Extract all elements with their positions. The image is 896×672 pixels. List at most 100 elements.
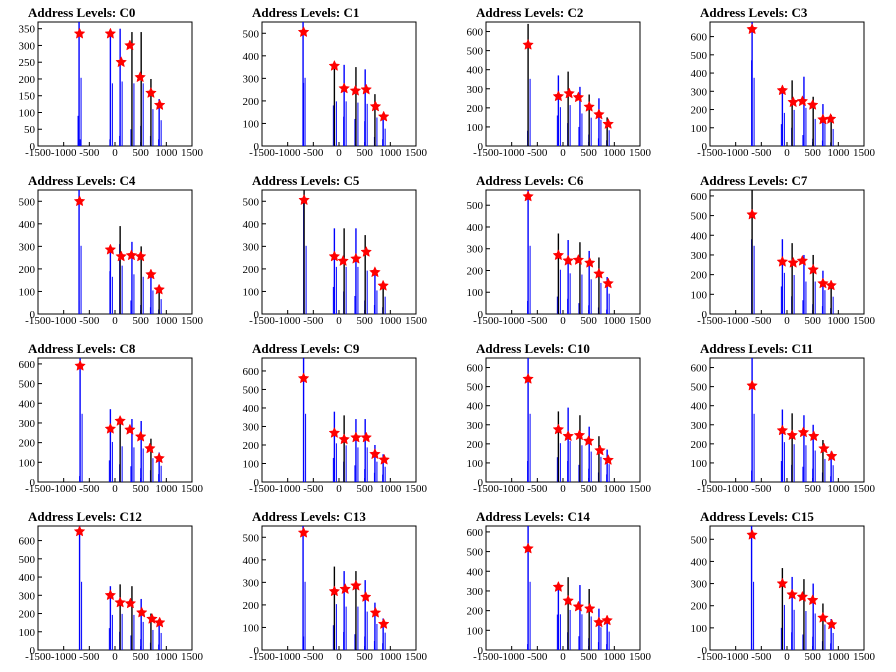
y-tick-label: 300 [467, 420, 484, 432]
y-tick-label: 100 [243, 622, 260, 634]
x-tick-label: 1500 [629, 651, 652, 663]
plot-frame [37, 189, 193, 315]
peak-marker [787, 256, 799, 268]
y-tick-label: 100 [691, 623, 708, 635]
x-tick-label: 500 [580, 147, 597, 159]
x-tick-label: 1000 [603, 147, 626, 159]
x-tick-label: -1000 [275, 315, 301, 327]
y-tick-label: 400 [243, 51, 260, 63]
x-tick-label: -1500 [473, 147, 499, 159]
x-tick-label: 1000 [603, 651, 626, 663]
peak-marker [583, 256, 596, 268]
peak-marker [377, 279, 389, 291]
peak-marker [552, 423, 565, 435]
x-tick-label: 0 [784, 315, 790, 327]
peak-marker [796, 590, 809, 602]
x-tick-label: 0 [560, 315, 566, 327]
x-tick-label: -1000 [723, 147, 749, 159]
peak-marker [522, 542, 534, 554]
y-tick-label: 500 [19, 379, 36, 391]
x-tick-label: 500 [132, 315, 149, 327]
peak-marker [153, 283, 165, 295]
peak-marker [593, 108, 605, 120]
peak-marker [563, 87, 575, 99]
y-tick-label: 300 [243, 577, 260, 589]
y-tick-label: 350 [19, 24, 36, 36]
y-tick-label: 600 [467, 527, 484, 539]
y-tick-label: 400 [243, 555, 260, 567]
x-tick-label: 500 [356, 651, 373, 663]
peak-marker [124, 423, 136, 435]
y-tick-label: 300 [243, 73, 260, 85]
y-tick-label: 200 [691, 439, 708, 451]
peak-marker [746, 23, 758, 35]
x-tick-label: 500 [580, 483, 597, 495]
histogram-panel: Address Levels: C14 0 100 200 300 400 500 600 -1… [448, 504, 672, 672]
x-tick-label: -1500 [473, 315, 499, 327]
x-tick-label: 500 [132, 147, 149, 159]
x-tick-label: 0 [336, 651, 342, 663]
y-tick-label: 0 [478, 477, 484, 489]
plot-frame [261, 525, 417, 651]
y-tick-label: 100 [467, 625, 484, 637]
x-tick-label: -1500 [25, 651, 51, 663]
y-tick-label: 150 [19, 91, 36, 103]
peak-marker [73, 27, 86, 39]
x-tick-label: -500 [303, 147, 324, 159]
y-tick-label: 500 [467, 46, 484, 58]
y-tick-label: 600 [243, 366, 260, 378]
peak-marker [134, 430, 147, 442]
peak-marker [746, 379, 758, 391]
peak-marker [807, 430, 820, 442]
histogram-plot: 0 100 200 300 400 500 -1500 -1000 -500 0 500 1000 15… [467, 189, 652, 327]
histogram-panel: Address Levels: C4 0 100 200 300 400 500 -1500-… [0, 168, 224, 336]
plot-frame [485, 525, 641, 651]
y-tick-label: 0 [702, 645, 708, 657]
y-tick-label: 500 [243, 196, 260, 208]
peak-marker [104, 27, 117, 39]
x-tick-label: -1500 [697, 147, 723, 159]
x-tick-label: 1000 [827, 147, 850, 159]
x-tick-label: -1500 [25, 483, 51, 495]
peak-marker [104, 243, 117, 255]
x-tick-label: 1000 [379, 315, 402, 327]
plot-frame [485, 189, 641, 315]
x-tick-label: 0 [336, 483, 342, 495]
y-tick-label: 200 [691, 105, 708, 117]
y-tick-label: 200 [19, 609, 36, 621]
y-tick-label: 400 [243, 403, 260, 415]
peak-marker [124, 597, 137, 609]
x-tick-label: 1500 [181, 483, 204, 495]
peak-marker [377, 110, 390, 122]
peak-marker [359, 590, 372, 602]
x-tick-label: -1500 [697, 651, 723, 663]
x-tick-label: 0 [112, 147, 118, 159]
peak-marker [104, 422, 117, 434]
histogram-plot: 0 100 200 300 400 500 600 -1500 -1000 -500 0 500 100… [467, 357, 652, 495]
histogram-plot: 0 100 200 300 400 500 -1500 -1000 -500 0 500 1000 15… [691, 525, 876, 663]
x-tick-label: 500 [356, 483, 373, 495]
x-tick-label: -1000 [499, 483, 525, 495]
y-tick-label: 200 [243, 600, 260, 612]
plot-frame [261, 357, 417, 483]
peak-marker [104, 589, 117, 601]
x-tick-label: -1000 [499, 651, 525, 663]
peak-marker [796, 95, 809, 107]
peak-marker [786, 588, 798, 600]
panel-title: Address Levels: C0 [28, 5, 136, 20]
y-tick-label: 200 [19, 438, 36, 450]
y-tick-label: 300 [467, 244, 484, 256]
x-tick-label: 0 [336, 147, 342, 159]
y-tick-label: 0 [254, 477, 260, 489]
plot-frame [709, 357, 865, 483]
peak-marker [115, 56, 127, 68]
histogram-panel: Address Levels: C2 0 100 200 300 400 500 600 -15… [448, 0, 672, 168]
histogram-plot: 0 100 200 300 400 500 600 -1500 -1000 -500 0 500 100… [467, 525, 652, 663]
y-tick-label: 500 [243, 28, 260, 40]
peak-marker [153, 98, 166, 111]
y-tick-label: 600 [691, 32, 708, 44]
y-tick-label: 100 [19, 107, 36, 119]
histogram-plot: 0 100 200 300 400 500 600 -1500 -1000 -500 0 500 100… [19, 525, 204, 663]
peak-marker [573, 429, 586, 441]
